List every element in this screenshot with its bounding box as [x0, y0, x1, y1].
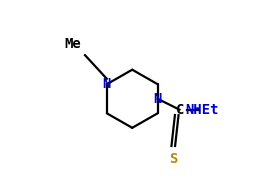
Text: N: N: [103, 77, 111, 91]
Text: NHEt: NHEt: [186, 103, 219, 117]
Text: Me: Me: [64, 37, 81, 51]
Text: N: N: [153, 92, 162, 106]
Text: C: C: [176, 103, 185, 117]
Text: S: S: [169, 152, 177, 166]
